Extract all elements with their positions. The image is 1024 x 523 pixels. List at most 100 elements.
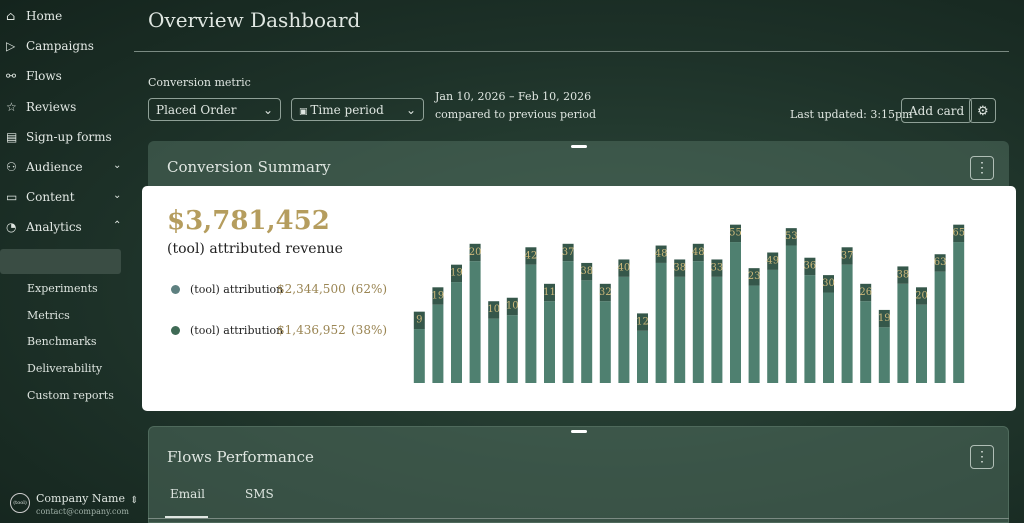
subnav-item[interactable]: Experiments bbox=[27, 281, 98, 295]
nav-item[interactable]: Analytics bbox=[26, 220, 82, 235]
add-card-button[interactable]: Add card bbox=[901, 98, 973, 123]
bar-segment bbox=[711, 259, 723, 277]
bar-label: 38 bbox=[897, 269, 910, 280]
bar-label: 48 bbox=[655, 249, 668, 260]
bar-segment bbox=[581, 262, 593, 281]
bar-label: 40 bbox=[618, 262, 631, 273]
bar-segment bbox=[841, 264, 853, 383]
date-range: Jan 10, 2026 – Feb 10, 2026 bbox=[435, 90, 592, 103]
summary-menu[interactable]: ⋮ bbox=[970, 156, 994, 180]
legend-dot bbox=[171, 285, 180, 294]
bar-segment bbox=[544, 283, 555, 302]
bar-segment bbox=[581, 280, 593, 383]
nav-item[interactable]: Reviews bbox=[26, 99, 77, 114]
breakdown-share: (62%) bbox=[351, 282, 388, 296]
bar-label: 37 bbox=[562, 247, 575, 258]
bar-segment bbox=[432, 304, 444, 383]
flows-menu[interactable]: ⋮ bbox=[970, 445, 994, 469]
nav-item[interactable]: Campaigns bbox=[26, 39, 94, 54]
avatar[interactable]: (tool) bbox=[10, 493, 30, 513]
chevron[interactable]: ⌃ bbox=[113, 220, 122, 232]
nav-item[interactable]: Flows bbox=[26, 69, 62, 84]
bar-label: 55 bbox=[729, 228, 742, 239]
bar-chart: 9 19 19 20 10 10 42 11 37 38 32 40 12 48 38 48 33 55 23 49 5… bbox=[413, 224, 965, 383]
bar-segment bbox=[748, 268, 760, 286]
nav-icon: ▤ bbox=[6, 129, 18, 144]
bar-label: 37 bbox=[841, 250, 854, 261]
bar-segment bbox=[953, 224, 965, 243]
bar-segment bbox=[674, 259, 686, 277]
flows-card bbox=[148, 426, 1009, 523]
bar-segment bbox=[674, 276, 686, 383]
metric-value: Placed Order bbox=[156, 103, 237, 117]
account-name[interactable]: Company Name bbox=[36, 492, 125, 505]
subnav-item[interactable]: Deliverability bbox=[27, 362, 103, 376]
bar-label: 38 bbox=[673, 262, 686, 273]
bar-label: 65 bbox=[952, 228, 965, 239]
metric-select[interactable]: Placed Order ⌄ bbox=[148, 98, 281, 121]
active-item-bg bbox=[0, 249, 121, 274]
nav-icon: ⚯ bbox=[6, 69, 17, 84]
page-title: Overview Dashboard bbox=[148, 8, 361, 32]
bar-label: 42 bbox=[525, 250, 538, 261]
bar-label: 10 bbox=[506, 301, 519, 312]
subnav-item[interactable]: Benchmarks bbox=[27, 335, 97, 349]
nav-icon: ◔ bbox=[6, 220, 17, 235]
bar-segment bbox=[618, 276, 630, 383]
bar-segment bbox=[934, 271, 946, 383]
bar-label: 19 bbox=[450, 268, 463, 279]
bar-segment bbox=[785, 245, 797, 383]
bar-label: 63 bbox=[934, 257, 947, 268]
bar-segment bbox=[618, 259, 630, 277]
period-value: Time period bbox=[310, 103, 384, 117]
bar-label: 20 bbox=[915, 290, 928, 301]
bar-segment bbox=[730, 242, 741, 383]
bar-segment bbox=[767, 252, 779, 270]
last-updated: Last updated: 3:15pm bbox=[790, 108, 913, 121]
metric-label: Conversion metric bbox=[148, 76, 251, 89]
drag-handle[interactable] bbox=[571, 430, 587, 433]
summary-card: $3,781,452 (tool) attributed revenue (to… bbox=[142, 186, 1016, 411]
breakdown-label: (tool) attribution bbox=[190, 283, 284, 296]
bar-segment bbox=[469, 261, 481, 383]
settings-button[interactable]: ⚙ bbox=[969, 98, 996, 123]
flows-title: Flows Performance bbox=[167, 448, 314, 466]
breakdown-share: (38%) bbox=[351, 323, 388, 337]
subnav-item[interactable]: Metrics bbox=[27, 308, 70, 322]
drag-handle[interactable] bbox=[571, 145, 587, 148]
tab[interactable]: SMS bbox=[245, 487, 274, 501]
divider bbox=[134, 51, 1009, 52]
subnav-item[interactable]: Custom reports bbox=[27, 389, 114, 402]
nav-item[interactable]: Content bbox=[26, 190, 75, 205]
bar-segment bbox=[823, 292, 834, 383]
bar-segment bbox=[730, 224, 741, 243]
tab[interactable]: Email bbox=[170, 487, 205, 501]
bar-segment bbox=[748, 285, 760, 383]
bar-label: 32 bbox=[599, 287, 612, 298]
nav-icon: ▭ bbox=[6, 190, 18, 205]
period-select[interactable]: ▣ Time period ⌄ bbox=[291, 98, 424, 121]
bar-label: 19 bbox=[432, 290, 445, 301]
bar-segment bbox=[506, 315, 518, 383]
bar-segment bbox=[488, 301, 500, 319]
bar-segment bbox=[897, 266, 909, 284]
nav-item[interactable]: Home bbox=[26, 9, 63, 23]
nav-icon: ▷ bbox=[6, 39, 16, 54]
account-toggle[interactable]: ⇕ bbox=[130, 495, 139, 506]
bar-label: 33 bbox=[711, 262, 724, 273]
bar-label: 49 bbox=[766, 256, 779, 267]
legend-dot bbox=[171, 326, 180, 335]
bar-label: 9 bbox=[416, 315, 422, 326]
bar-segment bbox=[637, 313, 648, 331]
nav-item[interactable]: Sign-up forms bbox=[26, 129, 112, 144]
chevron[interactable]: ⌄ bbox=[113, 160, 122, 171]
breakdown-amount: $1,436,952 bbox=[277, 323, 346, 337]
nav-item[interactable]: Audience bbox=[26, 160, 83, 174]
bar-label: 10 bbox=[487, 304, 500, 315]
bar-segment bbox=[451, 282, 462, 383]
bar-segment bbox=[953, 242, 965, 383]
bar-segment bbox=[767, 269, 779, 383]
chevron[interactable]: ⌄ bbox=[113, 190, 122, 202]
bar-label: 48 bbox=[692, 247, 705, 258]
bar-segment bbox=[599, 283, 611, 302]
